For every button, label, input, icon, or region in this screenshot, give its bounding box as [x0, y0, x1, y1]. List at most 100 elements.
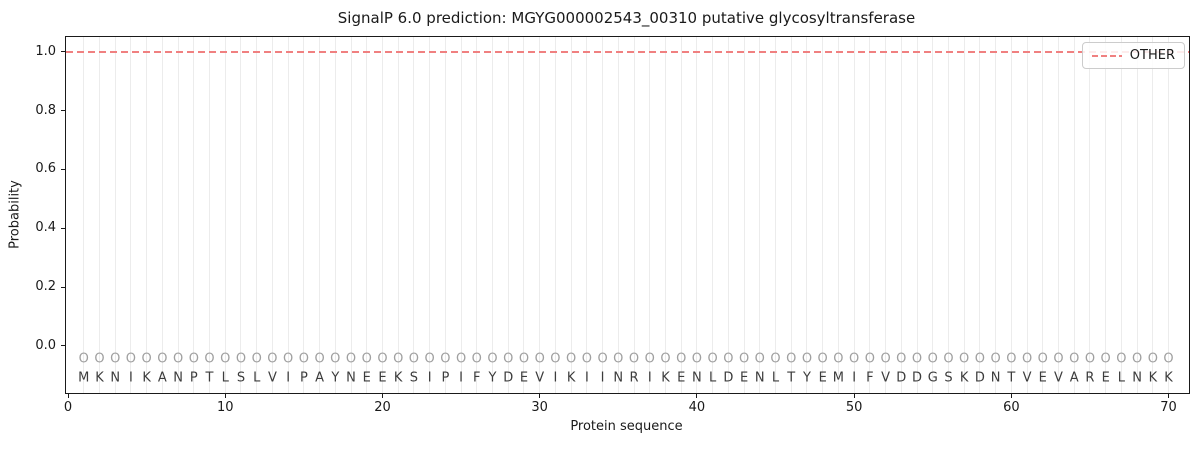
x-tick-label: 0 [63, 400, 73, 415]
x-tick-label: 30 [531, 400, 548, 415]
residue-gridline [853, 37, 855, 393]
residue-gridline [256, 37, 258, 393]
residue-gridline [492, 37, 494, 393]
residue-marker-O: O [597, 351, 608, 367]
residue-letter: E [1038, 370, 1047, 386]
residue-letter: I [600, 370, 605, 386]
residue-marker-O: O [1053, 351, 1064, 367]
residue-marker-O: O [849, 351, 860, 367]
residue-marker-O: O [408, 351, 420, 367]
residue-gridline [539, 37, 541, 393]
residue-marker-O: O [1147, 351, 1158, 367]
residue-gridline [209, 37, 211, 393]
residue-marker-O: O [110, 351, 121, 367]
residue-marker-O: O [424, 351, 435, 367]
residue-marker-O: O [911, 351, 923, 367]
x-tick-mark [696, 394, 698, 398]
y-axis-label: Probability [7, 180, 23, 249]
residue-letter: P [189, 370, 198, 386]
residue-marker-O: O [220, 351, 231, 367]
residue-marker-O: O [974, 351, 986, 367]
residue-marker-O: O [896, 351, 907, 367]
residue-letter: P [299, 370, 308, 386]
residue-marker-O: O [157, 351, 168, 367]
residue-gridline [1042, 37, 1044, 393]
residue-gridline [869, 37, 871, 393]
residue-letter: P [441, 370, 450, 386]
residue-letter: V [1022, 370, 1032, 386]
residue-gridline [837, 37, 839, 393]
residue-gridline [790, 37, 792, 393]
residue-letter: S [409, 370, 419, 386]
residue-marker-O: O [959, 351, 970, 367]
legend: OTHER [1081, 42, 1185, 69]
residue-gridline [586, 37, 588, 393]
residue-gridline [1058, 37, 1059, 393]
residue-marker-O: O [78, 351, 89, 367]
residue-gridline [1010, 37, 1012, 393]
residue-marker-O: O [1131, 351, 1143, 367]
y-tick-label: 0.6 [35, 161, 56, 177]
residue-marker-O: O [817, 351, 828, 367]
residue-marker-O: O [188, 351, 199, 367]
residue-gridline [1089, 37, 1091, 393]
residue-marker-O: O [990, 351, 1001, 367]
y-tick-label: 0.4 [35, 220, 56, 236]
residue-letter: M [78, 370, 90, 386]
residue-letter: I [286, 370, 291, 386]
residue-marker-O: O [1116, 351, 1127, 367]
x-tick-mark [381, 394, 383, 398]
residue-marker-O: O [738, 351, 750, 367]
residue-letter: S [236, 370, 246, 386]
residue-gridline [429, 37, 431, 393]
x-tick-mark [67, 394, 69, 398]
residue-gridline [806, 37, 808, 393]
residue-letter: A [1069, 370, 1079, 386]
residue-marker-O: O [235, 351, 247, 367]
residue-gridline [617, 37, 619, 393]
residue-marker-O: O [691, 351, 703, 367]
residue-letter: Y [331, 370, 340, 386]
residue-marker-O: O [283, 351, 294, 367]
residue-letter: V [1054, 370, 1063, 386]
residue-letter: G [927, 370, 938, 386]
residue-marker-O: O [786, 351, 797, 367]
residue-gridline [947, 37, 949, 393]
residue-gridline [224, 37, 226, 393]
residue-gridline [1105, 37, 1107, 393]
residue-letter: I [647, 370, 652, 386]
y-tick-label: 0.2 [35, 279, 56, 295]
residue-letter: K [661, 370, 670, 386]
residue-gridline [476, 37, 478, 393]
residue-gridline [979, 37, 981, 393]
residue-gridline [397, 37, 399, 393]
residue-letter: L [771, 370, 780, 386]
residue-letter: M [832, 370, 845, 386]
residue-gridline [916, 37, 918, 393]
residue-marker-O: O [440, 351, 451, 367]
residue-gridline [146, 37, 148, 393]
residue-marker-O: O [1084, 351, 1096, 367]
residue-marker-O: O [393, 351, 404, 367]
residue-marker-O: O [361, 351, 372, 367]
residue-gridline [413, 37, 415, 393]
residue-gridline [83, 37, 85, 393]
residue-marker-O: O [518, 351, 530, 367]
residue-gridline [775, 37, 777, 393]
residue-marker-O: O [1006, 351, 1017, 367]
residue-gridline [633, 37, 635, 393]
residue-letter: E [1101, 370, 1110, 386]
residue-marker-O: O [864, 351, 875, 367]
residue-gridline [932, 37, 934, 393]
residue-letter: N [692, 370, 702, 386]
residue-marker-O: O [141, 351, 152, 367]
residue-marker-O: O [1100, 351, 1111, 367]
residue-gridline [507, 37, 509, 393]
residue-letter: L [221, 370, 229, 386]
residue-marker-O: O [1037, 351, 1048, 367]
residue-marker-O: O [613, 351, 624, 367]
residue-gridline [822, 37, 824, 393]
residue-marker-O: O [330, 351, 341, 367]
